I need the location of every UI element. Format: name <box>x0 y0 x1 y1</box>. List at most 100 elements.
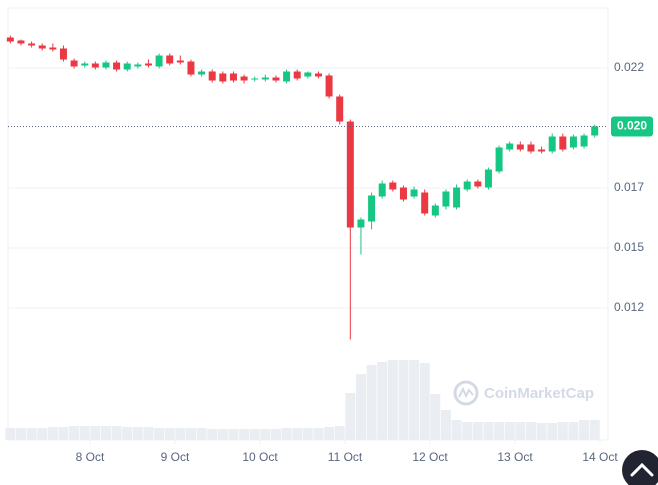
candle-body <box>346 121 354 228</box>
watermark: CoinMarketCap <box>453 380 594 406</box>
volume-bar <box>568 422 579 440</box>
candle-body <box>113 62 121 70</box>
volume-bar <box>47 427 58 440</box>
volume-bar <box>90 426 101 440</box>
volume-bar <box>69 426 80 440</box>
volume-bar <box>430 394 441 440</box>
candle-body <box>49 47 57 50</box>
x-tick-label: 10 Oct <box>242 450 278 464</box>
volume-bar <box>483 422 494 440</box>
candle-body <box>81 63 89 66</box>
axis-layer: 0.012 0.015 0.017 0.022 8 Oct 9 Oct 10 Oct 11 O… <box>8 60 653 464</box>
volume-bar <box>536 423 547 440</box>
candle-body <box>176 60 184 63</box>
volume-bar <box>175 428 186 440</box>
x-tick-label: 13 Oct <box>497 450 533 464</box>
candle-body <box>336 96 344 122</box>
volume-bar <box>122 427 133 440</box>
candle-body <box>548 136 556 152</box>
volume-bar <box>440 410 451 440</box>
candle-body <box>134 64 142 67</box>
x-tick-label: 9 Oct <box>161 450 190 464</box>
volume-bar <box>462 422 473 440</box>
y-tick-label: 0.015 <box>614 240 644 254</box>
candle-body <box>580 135 588 147</box>
candle-body <box>240 76 248 81</box>
volume-bar <box>302 428 313 440</box>
volume-bar <box>143 427 154 440</box>
candle-body <box>368 195 376 222</box>
volume-bar <box>377 362 388 440</box>
y-tick-label: 0.017 <box>614 180 644 194</box>
candle-body <box>538 149 546 152</box>
volume-bar <box>260 429 271 440</box>
volume-bar <box>324 427 335 440</box>
last-price-label: 0.020 <box>617 119 647 133</box>
candle-body <box>208 71 216 81</box>
candle-body <box>410 189 418 197</box>
volume-bar <box>419 363 430 440</box>
volume-bar <box>398 360 409 440</box>
candle-body <box>314 73 322 77</box>
candle-body <box>261 77 269 80</box>
volume-bar <box>345 393 356 440</box>
volume-bar <box>79 426 90 440</box>
candle-body <box>17 40 25 44</box>
scroll-button[interactable] <box>622 450 658 485</box>
candle-body <box>389 182 397 190</box>
candle-body <box>91 63 99 68</box>
volume-bar <box>313 428 324 440</box>
watermark-logo <box>453 380 479 406</box>
volume-bar <box>579 420 590 440</box>
candle-body <box>272 77 280 81</box>
volume-bar <box>270 429 281 440</box>
x-tick-label: 12 Oct <box>412 450 448 464</box>
volume-bar <box>334 426 345 440</box>
candle-body <box>421 192 429 214</box>
candle-body <box>516 144 524 150</box>
volume-bar <box>185 428 196 440</box>
volume-bar <box>111 426 122 440</box>
volume-bar <box>15 428 26 440</box>
watermark-text: CoinMarketCap <box>484 385 594 402</box>
candle-body <box>399 187 407 200</box>
grid-layer <box>8 67 608 309</box>
volume-bar <box>154 428 165 440</box>
candle-body <box>357 219 365 228</box>
last-price-tag <box>611 116 653 137</box>
candle-body <box>378 183 386 197</box>
volume-bar <box>207 429 218 440</box>
candle-body <box>495 147 503 172</box>
volume-bar <box>58 427 69 440</box>
volume-bar <box>132 427 143 440</box>
watermark-logo-mark <box>458 386 474 399</box>
candle-body <box>484 169 492 188</box>
volume-bar <box>26 428 37 440</box>
x-tick-label: 8 Oct <box>76 450 105 464</box>
candle-body <box>431 205 439 216</box>
volume-layer <box>5 360 600 440</box>
candle-body <box>144 63 152 66</box>
candle-body <box>166 55 174 64</box>
candle-layer <box>6 35 599 340</box>
volume-bar <box>589 420 600 440</box>
volume-bar <box>5 428 16 440</box>
volume-bar <box>239 429 250 440</box>
volume-bar <box>504 422 515 440</box>
candle-body <box>569 136 577 148</box>
x-tick-label: 14 Oct <box>582 450 618 464</box>
candle-body <box>283 71 291 82</box>
volume-bar <box>472 422 483 440</box>
candle-body <box>70 60 78 67</box>
candle-body <box>155 55 163 67</box>
volume-bar <box>100 426 111 440</box>
volume-bar <box>515 422 526 440</box>
candle-body <box>219 73 227 82</box>
volume-bar <box>494 422 505 440</box>
candle-body <box>293 71 301 79</box>
candle-body <box>6 37 14 42</box>
chevron-icon <box>630 462 654 477</box>
volume-bar <box>281 428 292 440</box>
candle-body <box>187 61 195 75</box>
